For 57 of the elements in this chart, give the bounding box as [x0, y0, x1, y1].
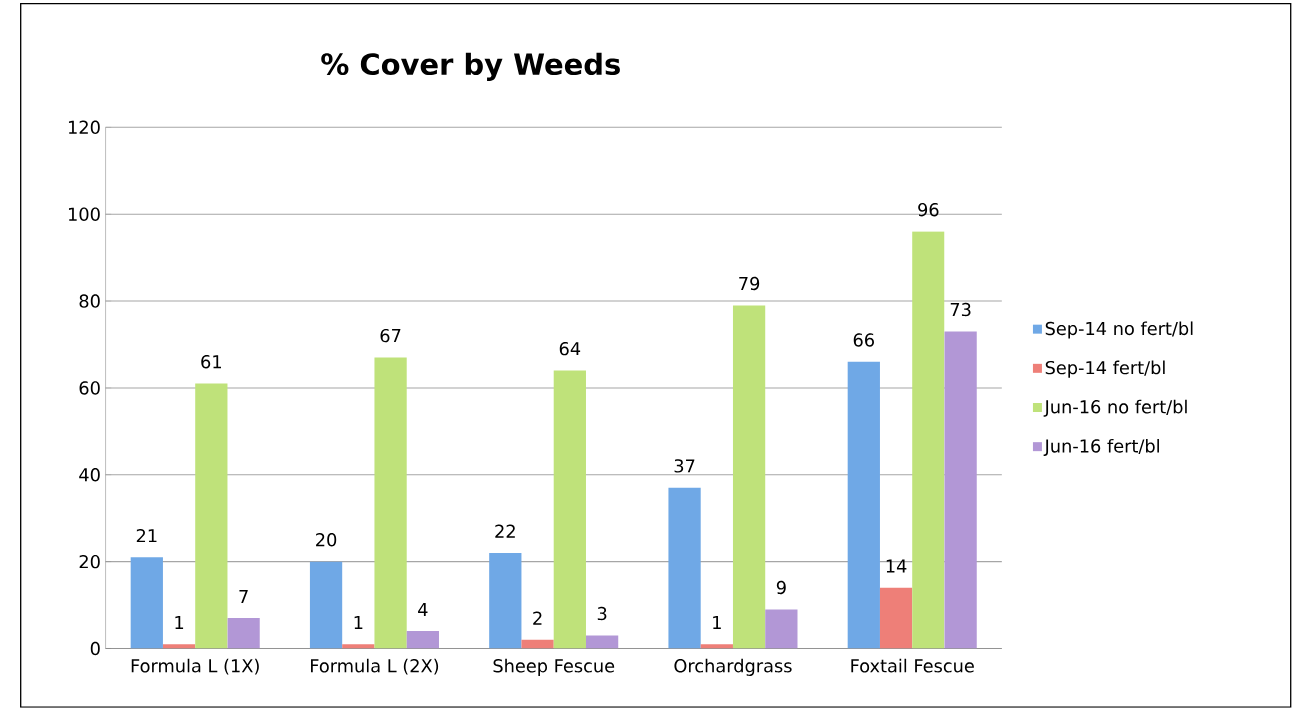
bar	[553, 370, 586, 649]
legend-label: Sep-14 fert/bl	[1045, 360, 1165, 378]
data-label: 1	[354, 616, 363, 630]
bar	[195, 383, 228, 649]
data-label: 14	[886, 559, 907, 573]
x-tick-label: Formula L (2X)	[311, 658, 439, 675]
bar	[521, 639, 554, 649]
y-tick-label: 40	[79, 468, 100, 482]
chart-title: % Cover by Weeds	[321, 52, 620, 82]
data-label: 3	[597, 606, 607, 621]
y-tick-label: 60	[79, 381, 100, 395]
data-label: 64	[559, 342, 581, 356]
x-tick-label: Foxtail Fescue	[851, 658, 974, 673]
x-tick-label: Formula L (1X)	[131, 658, 259, 675]
data-label: 7	[239, 590, 248, 604]
data-label: 2	[533, 611, 542, 625]
bar	[700, 644, 733, 649]
data-label: 21	[136, 529, 157, 543]
y-tick-label: 80	[79, 294, 100, 308]
data-label: 61	[201, 355, 221, 369]
data-label: 37	[674, 459, 695, 473]
bar	[374, 357, 407, 649]
bar	[944, 331, 977, 649]
bar	[847, 361, 880, 649]
y-tick-label: 120	[68, 120, 100, 135]
data-label: 20	[316, 533, 337, 547]
data-label: 79	[739, 276, 760, 291]
bar	[732, 305, 766, 649]
bar	[130, 557, 163, 649]
data-label: 1	[175, 616, 184, 630]
bar	[342, 644, 375, 649]
bar	[227, 618, 260, 649]
legend-label: Jun-16 no fert/bl	[1043, 399, 1187, 417]
y-tick-label: 100	[68, 207, 100, 222]
data-label: 1	[713, 616, 721, 630]
data-label: 22	[495, 524, 515, 538]
bar	[912, 231, 945, 649]
bar	[162, 644, 196, 649]
data-label: 66	[853, 333, 875, 347]
x-tick-label: Sheep Fescue	[493, 658, 615, 677]
legend-label: Sep-14 no fert/bl	[1045, 321, 1193, 339]
bar	[668, 487, 701, 649]
data-label: 9	[776, 580, 786, 595]
data-label: 73	[950, 302, 971, 317]
bar	[585, 635, 619, 649]
data-label: 4	[418, 603, 428, 617]
data-label: 96	[918, 203, 939, 217]
y-tick-label: 0	[90, 641, 100, 656]
x-tick-label: Orchardgrass	[674, 658, 792, 677]
legend-label: Jun-16 fert/bl	[1043, 439, 1159, 457]
data-label: 67	[380, 329, 401, 343]
bar	[489, 553, 522, 649]
bar	[765, 609, 798, 649]
y-tick-label: 20	[79, 555, 100, 569]
bar	[879, 587, 913, 649]
bar	[406, 631, 439, 649]
bar	[309, 561, 343, 649]
